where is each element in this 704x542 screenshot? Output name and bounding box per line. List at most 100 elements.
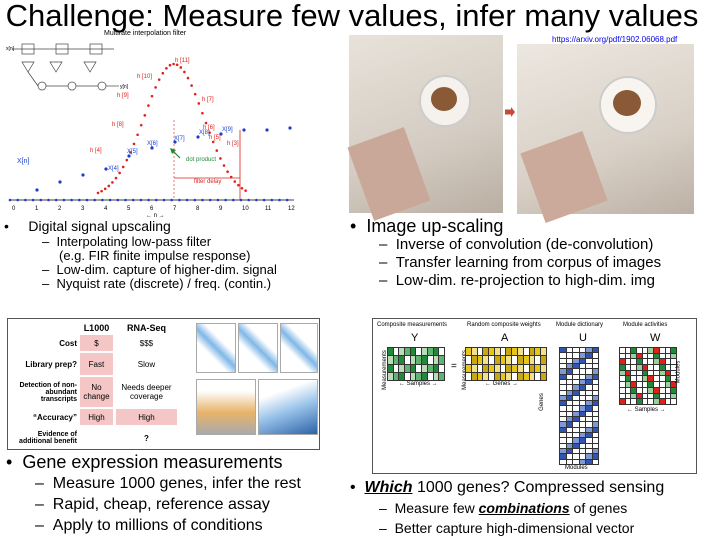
- zero-sample-point: [216, 198, 220, 202]
- matrix-cell: [560, 427, 566, 433]
- matrix-cell: [625, 348, 631, 353]
- label-h4: h [4]: [90, 148, 102, 154]
- axis-tick-label: 9: [219, 206, 223, 212]
- signal-sample-point: [35, 188, 39, 192]
- filter-coefficient-point: [107, 184, 111, 188]
- signal-sample-point: [150, 146, 154, 150]
- zero-sample-point: [170, 198, 173, 202]
- matrix-cell: [506, 348, 512, 356]
- matrix-cell: [631, 382, 637, 387]
- matrix-cell: [573, 369, 579, 374]
- scatter-thumb-3: [280, 323, 318, 373]
- matrix-cell: [637, 399, 642, 404]
- matrix-cell: [518, 348, 523, 356]
- zero-sample-point: [278, 198, 281, 202]
- matrix-cell: [573, 411, 579, 417]
- filter-coefficient-point: [233, 180, 237, 183]
- matrix-cell: [566, 390, 572, 395]
- genes-arrow: ← Genes →: [485, 381, 519, 387]
- matrix-cell: [592, 353, 598, 358]
- filter-coefficient-point: [240, 186, 244, 190]
- axis-ticks: 0 1 2 3 4 5 6 7 8 9 10 11 12: [12, 206, 295, 212]
- matrix-cell: [566, 385, 572, 390]
- matrix-cell: [579, 427, 585, 433]
- matrix-cell: [654, 376, 659, 382]
- matrix-cell: [388, 372, 393, 380]
- letter-y: Y: [411, 332, 419, 344]
- matrix-cell: [566, 348, 572, 353]
- label-h10: h [10]: [137, 74, 153, 80]
- signal-sample-point: [81, 173, 85, 177]
- matrix-cell: [439, 364, 444, 372]
- sub-bullet: – Apply to millions of conditions: [35, 517, 263, 534]
- matrix-cell: [477, 356, 483, 364]
- zero-sample-point: [85, 198, 89, 202]
- matrix-cell: [483, 364, 489, 372]
- matrix-cell: [494, 348, 500, 356]
- matrix-cell: [573, 363, 579, 369]
- filter-coefficient-point: [136, 133, 139, 137]
- matrix-cell: [665, 399, 671, 404]
- zero-sample-point: [124, 198, 127, 202]
- matrix-cell: [579, 454, 585, 459]
- filter-coefficient-point: [175, 63, 179, 67]
- matrix-cell: [466, 364, 471, 372]
- matrix-cell: [573, 427, 579, 433]
- matrix-cell: [541, 364, 546, 372]
- matrix-w: [619, 347, 677, 405]
- matrix-cell: [642, 348, 648, 353]
- matrix-cell: [620, 376, 625, 382]
- matrix-cell: [648, 353, 654, 359]
- samples-arrow-1: ← Samples →: [399, 381, 438, 387]
- scatter-thumb-1: [196, 323, 236, 373]
- matrix-cell: [665, 387, 671, 393]
- paper-link[interactable]: https://arxiv.org/pdf/1902.06068.pdf: [552, 35, 678, 44]
- matrix-cell: [405, 372, 410, 380]
- matrix-cell: [625, 376, 631, 382]
- matrix-cell: [642, 376, 648, 382]
- matrix-cell: [579, 406, 585, 411]
- matrix-cell: [566, 406, 572, 411]
- filter-coefficient-point: [111, 181, 114, 184]
- matrix-cell: [631, 387, 637, 393]
- matrix-cell: [592, 369, 598, 374]
- label-h5: h [5]: [209, 135, 221, 141]
- matrix-cell: [573, 454, 579, 459]
- header-activities: Module activities: [623, 322, 668, 328]
- zero-sample-point: [108, 198, 112, 202]
- matrix-cell: [566, 358, 572, 363]
- sub-bullet: – Rapid, cheap, reference assay: [35, 496, 270, 513]
- matrix-cell: [592, 427, 598, 433]
- sub-bullet: – Measure few combinations of genes: [379, 500, 628, 516]
- matrix-cell: [586, 353, 592, 358]
- axis-tick-label: 5: [127, 206, 131, 212]
- bottom-right-bullets: • Which 1000 genes? Compressed sensing –…: [350, 478, 704, 538]
- matrix-cell: [586, 449, 592, 454]
- matrix-cell: [625, 353, 631, 359]
- matrix-cell: [648, 387, 654, 393]
- matrix-cell: [637, 393, 642, 399]
- matrix-cell: [566, 449, 572, 454]
- matrix-cell: [620, 353, 625, 359]
- matrix-cell: [671, 370, 676, 376]
- matrix-cell: [518, 364, 523, 372]
- matrix-cell: [586, 395, 592, 401]
- arm-image: [347, 127, 431, 221]
- matrix-cell: [535, 372, 541, 380]
- matrix-cell: [592, 358, 598, 363]
- matrix-cell: [388, 348, 393, 356]
- filter-coefficient-point: [125, 158, 129, 162]
- matrix-cell: [620, 382, 625, 387]
- matrix-cell: [642, 353, 648, 359]
- axis-tick-label: 12: [288, 206, 295, 212]
- filter-coefficient-point: [211, 140, 215, 144]
- matrix-cell: [625, 365, 631, 370]
- label-x8: X[8]: [199, 130, 210, 136]
- signal-sample-point: [173, 140, 177, 144]
- zero-sample-point: [224, 198, 227, 202]
- sub-bullet: – Better capture high-dimensional vector: [379, 520, 635, 536]
- matrix-cell: [579, 374, 585, 379]
- matrix-cell: [566, 379, 572, 385]
- matrix-cell: [439, 372, 444, 380]
- matrix-cell: [427, 356, 433, 364]
